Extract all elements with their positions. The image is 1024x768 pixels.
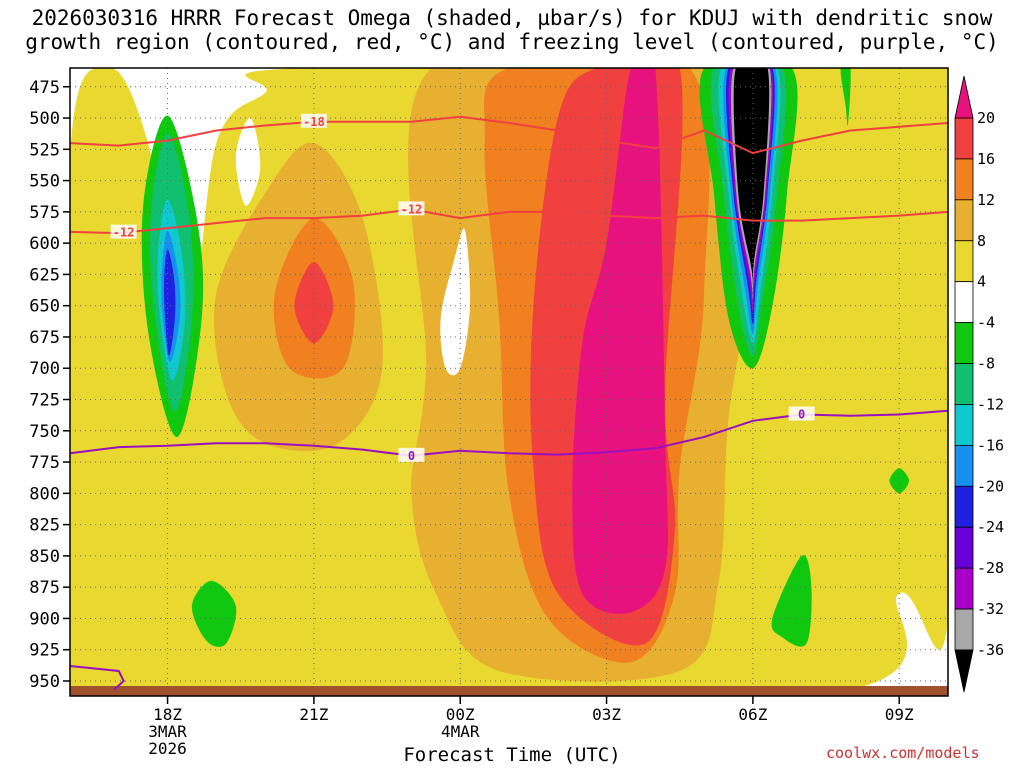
- x-axis-label: Forecast Time (UTC): [403, 744, 621, 766]
- colorbar-band-0: [954, 117, 974, 160]
- omega-region-24: [840, 68, 851, 126]
- colorbar-label-6: -8: [977, 355, 995, 373]
- y-tick-label-750: 750: [29, 422, 60, 442]
- plot-frame: [69, 67, 949, 697]
- credit-text: coolwx.com/models: [826, 744, 980, 762]
- colorbar-band-6: [954, 363, 974, 405]
- colorbar-label-2: 12: [977, 191, 995, 209]
- colorbar-label-1: 16: [977, 150, 995, 168]
- colorbar-band-4: [954, 281, 974, 324]
- colorbar-band-5: [954, 322, 974, 364]
- colorbar-top-arrow: [954, 75, 974, 119]
- y-tick-label-850: 850: [29, 547, 60, 567]
- y-tick-label-875: 875: [29, 578, 60, 598]
- colorbar-label-12: -32: [977, 600, 1004, 618]
- omega-region-26: [235, 117, 261, 206]
- colorbar-band-3: [954, 240, 974, 283]
- omega-shading: [70, 68, 948, 696]
- omega-region-5: [294, 261, 334, 344]
- y-tick-label-725: 725: [29, 391, 60, 411]
- colorbar-label-10: -24: [977, 518, 1004, 536]
- x-tick-label-03Z: 03Z: [592, 705, 621, 724]
- y-tick-label-525: 525: [29, 140, 60, 160]
- y-tick-label-775: 775: [29, 453, 60, 473]
- omega-region-7: [572, 68, 669, 614]
- y-tick-label-625: 625: [29, 265, 60, 285]
- colorbar-label-3: 8: [977, 232, 986, 250]
- x-tick-label-00Z: 00Z: [446, 705, 475, 724]
- y-tick-label-675: 675: [29, 328, 60, 348]
- colorbar-label-0: 20: [977, 109, 995, 127]
- omega-region-20: [733, 68, 770, 294]
- omega-region-12: [163, 249, 176, 356]
- x-tick-sublabel-18Z-1: 2026: [148, 739, 187, 758]
- colorbar-band-8: [954, 444, 974, 487]
- purple-contour-label-0-bg: [398, 447, 425, 462]
- x-tick-label-06Z: 06Z: [738, 705, 767, 724]
- colorbar-band-12: [954, 608, 974, 651]
- red-contour-label-1: -12: [113, 226, 135, 240]
- purple-contour-label-0b: 0: [798, 408, 805, 422]
- colorbar-band-9: [954, 485, 974, 528]
- purple-contour-label-0: 0: [408, 449, 415, 463]
- colorbar-band-2: [954, 199, 974, 242]
- y-tick-label-500: 500: [29, 109, 60, 129]
- ground-terrain: [70, 686, 948, 696]
- colorbar-label-4: 4: [977, 273, 986, 291]
- y-tick-label-700: 700: [29, 359, 60, 379]
- colorbar-label-13: -36: [977, 641, 1004, 659]
- red-contour-1: [70, 208, 948, 235]
- red-contour-label-1b: -12: [401, 202, 423, 216]
- x-tick-label-18Z: 18Z: [153, 705, 182, 724]
- purple-contour-1: [70, 665, 125, 691]
- red-contour-0: [70, 115, 948, 155]
- red-contour-label-1b-bg: [398, 201, 425, 216]
- x-tick-label-09Z: 09Z: [885, 705, 914, 724]
- colorbar-band-10: [954, 526, 974, 569]
- y-tick-label-925: 925: [29, 641, 60, 661]
- colorbar-label-5: -4: [977, 314, 995, 332]
- colorbar-label-8: -16: [977, 436, 1004, 454]
- x-tick-sublabel-00Z-0: 4MAR: [441, 722, 480, 741]
- y-tick-label-475: 475: [29, 78, 60, 98]
- colorbar-band-1: [954, 158, 974, 201]
- colorbar-band-11: [954, 567, 974, 610]
- colorbar-label-9: -20: [977, 477, 1004, 495]
- colorbar-band-7: [954, 404, 974, 446]
- colorbar-label-7: -12: [977, 395, 1004, 413]
- red-contour-label-0-bg: [300, 113, 327, 128]
- temperature-contours: -18 -12 -12 0 0: [70, 113, 948, 691]
- omega-region-23: [889, 468, 909, 494]
- y-tick-label-650: 650: [29, 297, 60, 317]
- y-tick-label-950: 950: [29, 672, 60, 692]
- omega-region-22: [771, 555, 812, 647]
- x-tick-sublabel-18Z-0: 3MAR: [148, 722, 187, 741]
- red-contour-label-0: -18: [303, 115, 325, 129]
- omega-region-25: [440, 228, 471, 376]
- colorbar-label-11: -28: [977, 559, 1004, 577]
- omega-region-21: [191, 580, 237, 647]
- y-tick-label-825: 825: [29, 516, 60, 536]
- y-tick-label-900: 900: [29, 609, 60, 629]
- chart-title: 2026030316 HRRR Forecast Omega (shaded, …: [25, 6, 999, 54]
- y-axis: 475 500 525 550 575 600 625 650 675 700 725 750 775 8…: [29, 78, 70, 692]
- y-tick-label-600: 600: [29, 234, 60, 254]
- x-tick-label-21Z: 21Z: [299, 705, 328, 724]
- colorbar: 20 16 12 8 4 -4 -8 -12 -16 -20 -24 -28 -32 -36: [954, 75, 1004, 693]
- purple-contour-label-0b-bg: [788, 406, 815, 421]
- y-tick-label-575: 575: [29, 203, 60, 223]
- red-contour-label-1-bg: [110, 224, 137, 239]
- colorbar-bottom-arrow: [954, 649, 974, 693]
- y-tick-label-550: 550: [29, 172, 60, 192]
- y-tick-label-800: 800: [29, 484, 60, 504]
